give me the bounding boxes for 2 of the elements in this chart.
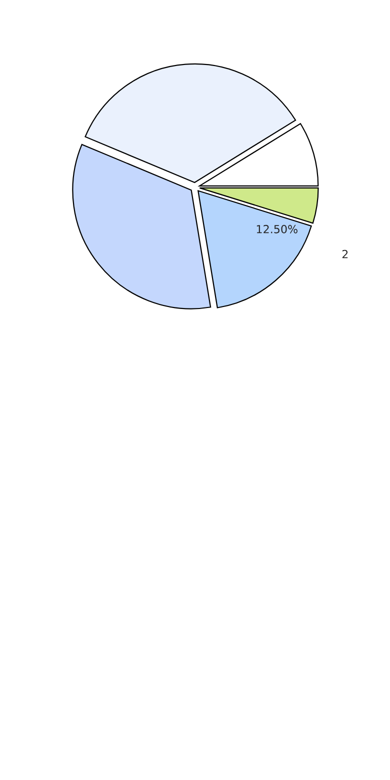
text: 12.50% [256,224,298,234]
text: 2 [342,250,348,258]
